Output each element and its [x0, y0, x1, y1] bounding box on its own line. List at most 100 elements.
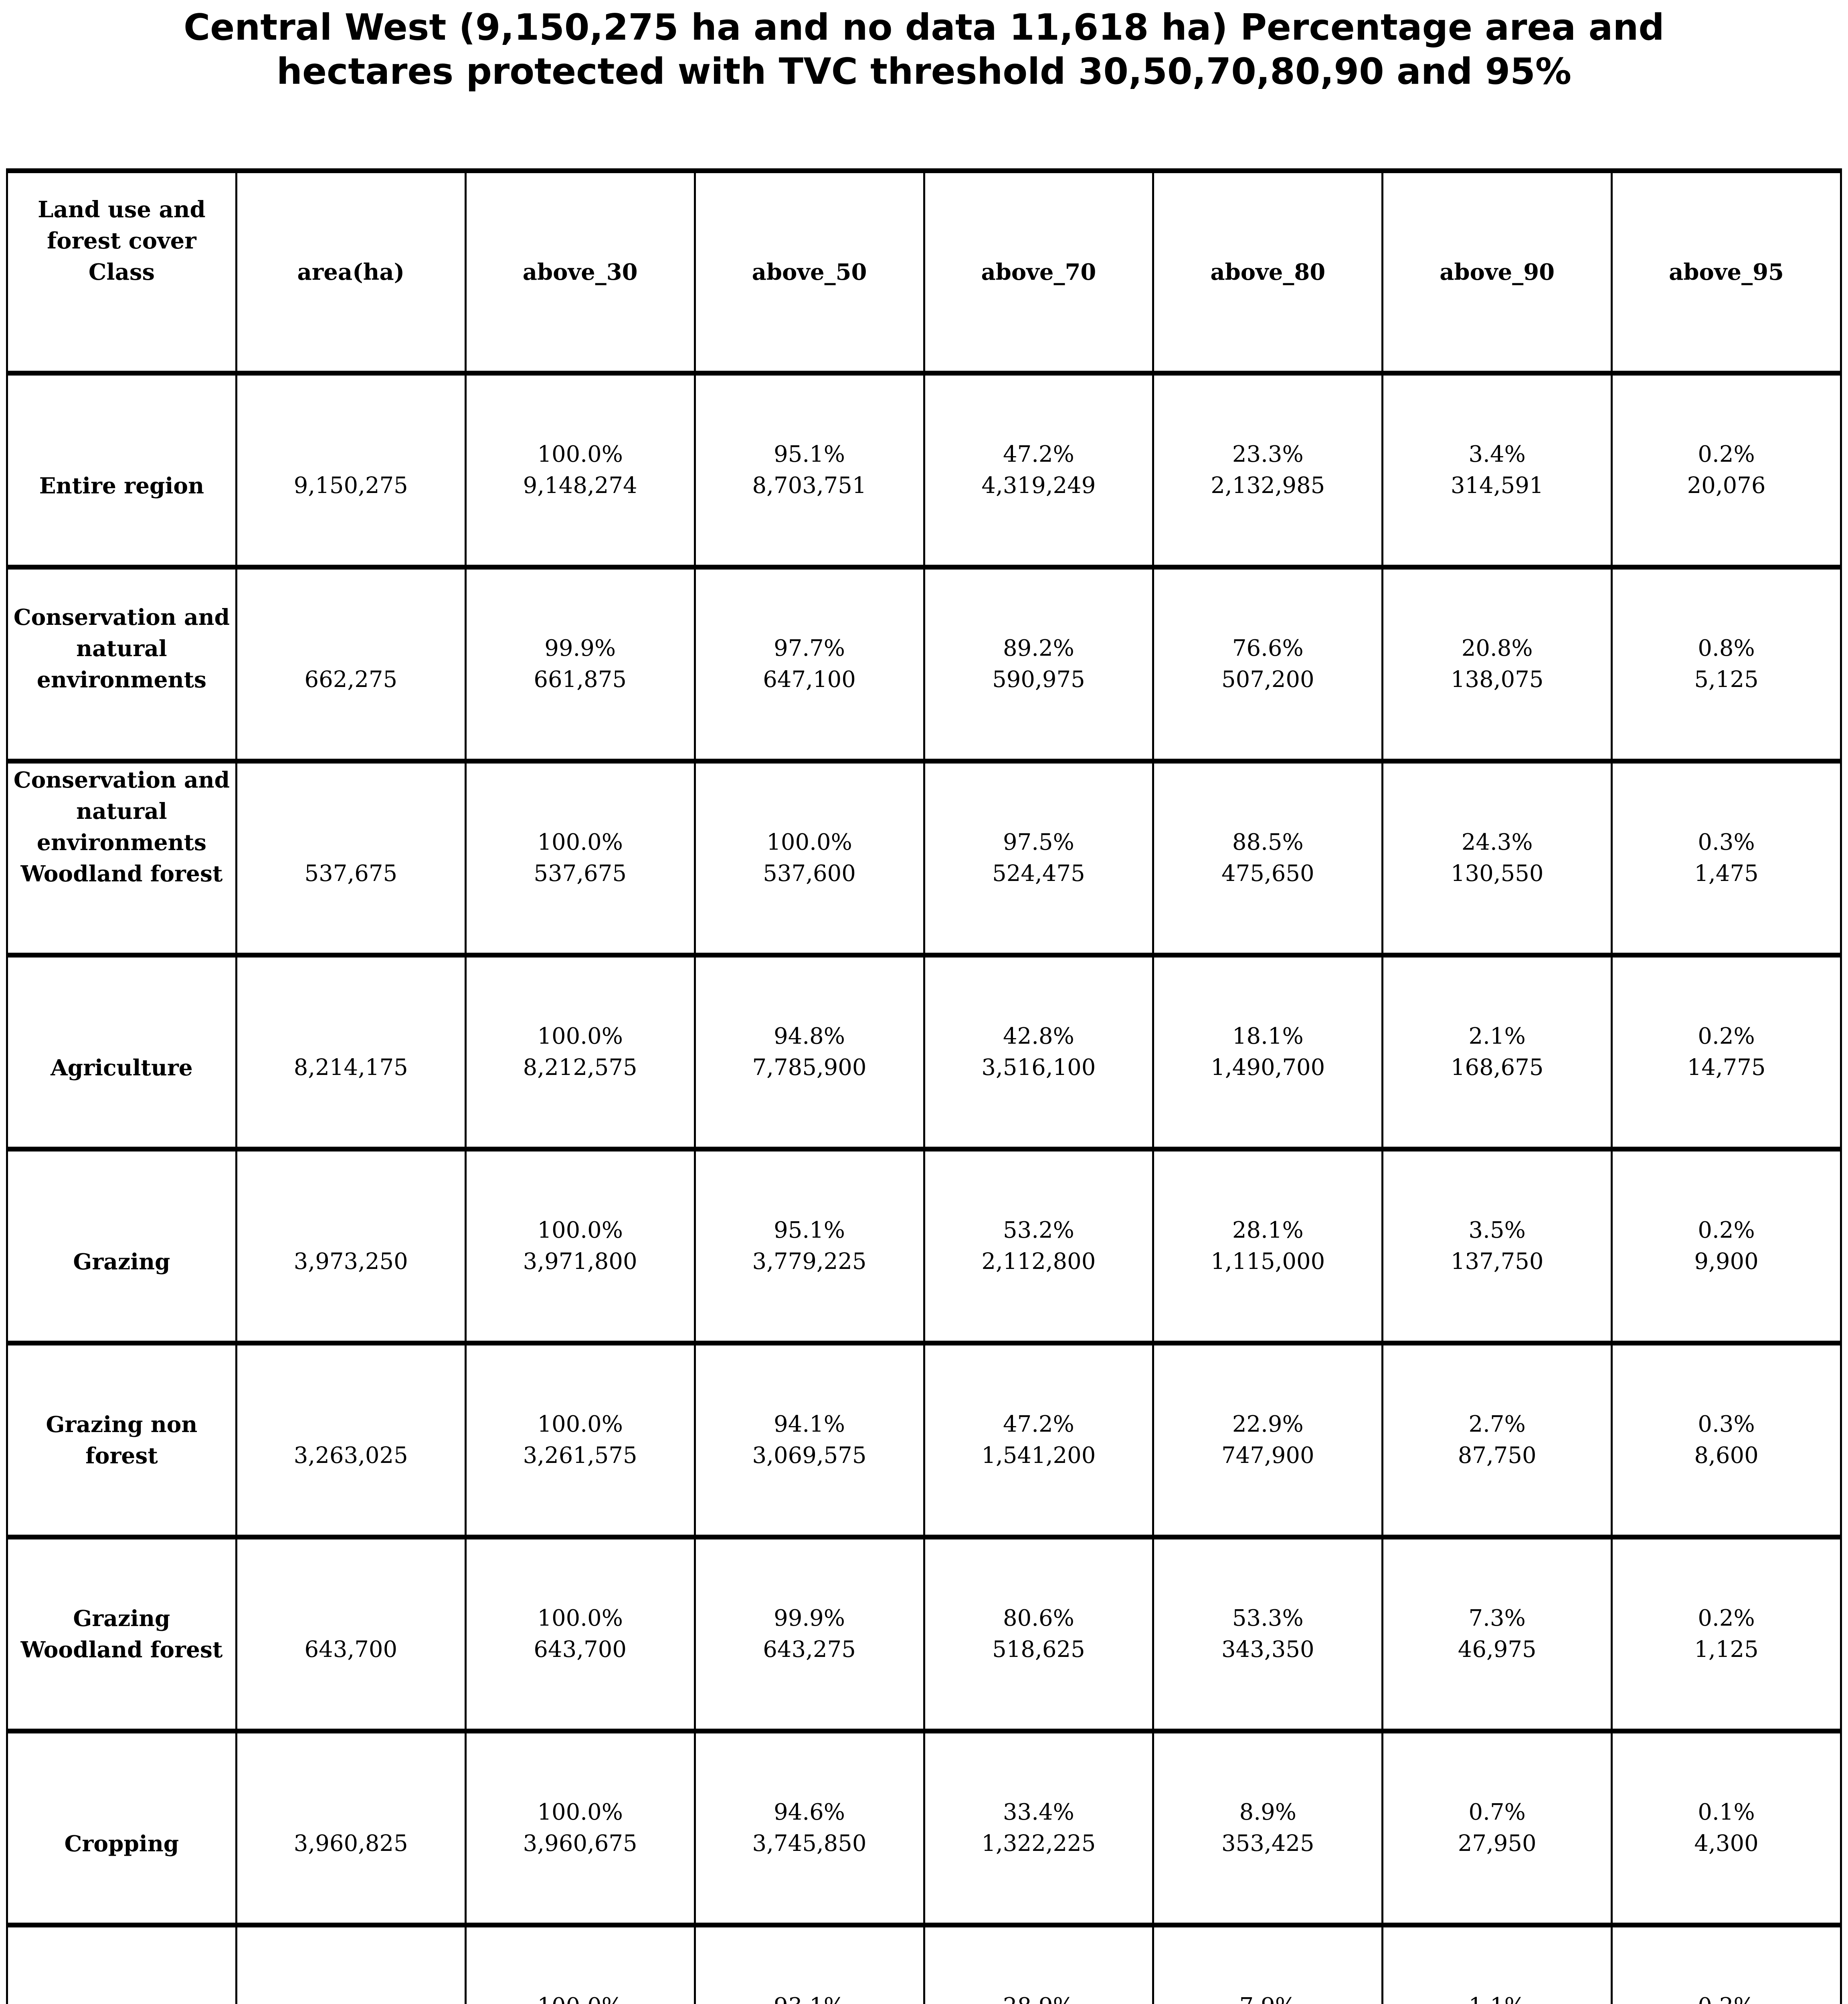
table-wrap: Land use and forest cover Class area(ha)… — [6, 168, 1842, 2004]
area-value: 662,275 — [304, 667, 398, 693]
ha-value: 20,076 — [1687, 473, 1766, 499]
data-table: Land use and forest cover Class area(ha)… — [6, 168, 1842, 2004]
value-cell: 3.4% 314,591 — [1381, 373, 1613, 567]
pct-value: 0.2% — [1698, 1217, 1755, 1243]
pct-value: 0.8% — [1698, 635, 1755, 661]
ha-value: 130,550 — [1450, 861, 1544, 887]
value-cell: 99.9% 661,875 — [464, 567, 696, 761]
value-cell: 100.0% 3,960,675 — [464, 1731, 696, 1925]
pct-value: 53.2% — [1003, 1217, 1074, 1243]
value-cell: 2.7% 87,750 — [1381, 1343, 1613, 1537]
pct-value: 28.9% — [926, 1991, 1151, 2004]
value-cell: 22.9% 747,900 — [1152, 1343, 1384, 1537]
table-header-row: Land use and forest cover Class area(ha)… — [6, 171, 1842, 373]
class-label: Cropping — [64, 1830, 179, 1857]
value-cell: 100.0% 537,600 — [694, 761, 925, 955]
ha-value: 137,750 — [1450, 1248, 1544, 1275]
value-cell: 76.6% 507,200 — [1152, 567, 1384, 761]
ha-value: 537,675 — [534, 861, 627, 887]
table-row: Conservation and natural environments 662… — [6, 567, 1842, 761]
title-line-1: Central West (9,150,275 ha and no data 1… — [184, 6, 1664, 48]
pct-value: 0.3% — [1698, 829, 1755, 855]
ha-value: 1,125 — [1694, 1636, 1759, 1663]
area-cell: 3,973,250 — [235, 1149, 467, 1343]
ha-value: 3,069,575 — [752, 1442, 867, 1469]
ha-value: 2,112,800 — [981, 1248, 1096, 1275]
value-cell: 0.3% 1,475 — [1611, 761, 1842, 955]
pct-value: 0.7% — [1468, 1799, 1526, 1825]
value-cell: 28.1% 1,115,000 — [1152, 1149, 1384, 1343]
area-value: 9,150,275 — [293, 473, 408, 499]
value-cell: 0.3% 8,600 — [1611, 1343, 1842, 1537]
page-title: Central West (9,150,275 ha and no data 1… — [0, 0, 1848, 94]
ha-value: 590,975 — [992, 667, 1085, 693]
value-cell: 100.0% 643,700 — [464, 1537, 696, 1731]
pct-value: 95.1% — [774, 441, 845, 467]
pct-value: 3.4% — [1468, 441, 1526, 467]
ha-value: 27,950 — [1458, 1830, 1537, 1857]
value-cell: 1.1%2,975 — [1381, 1925, 1613, 2004]
value-cell: 18.1% 1,490,700 — [1152, 955, 1384, 1149]
table-row: Grazing non forest 3,263,025 100.0% 3,261,5… — [6, 1343, 1842, 1537]
ha-value: 314,591 — [1450, 473, 1544, 499]
value-cell: 0.7% 27,950 — [1381, 1731, 1613, 1925]
column-header-above-50: above_50 — [694, 171, 925, 373]
pct-value: 100.0% — [537, 1023, 623, 1049]
ha-value: 9,900 — [1694, 1248, 1759, 1275]
area-value: 3,960,825 — [293, 1830, 408, 1857]
value-cell: 20.8% 138,075 — [1381, 567, 1613, 761]
value-cell: 8.9% 353,425 — [1152, 1731, 1384, 1925]
value-cell: 24.3% 130,550 — [1381, 761, 1613, 955]
value-cell: 100.0%279,475 — [464, 1925, 696, 2004]
pct-value: 47.2% — [1003, 1411, 1074, 1437]
area-cell: 3,263,025 — [235, 1343, 467, 1537]
ha-value: 3,261,575 — [523, 1442, 637, 1469]
value-cell: 53.3% 343,350 — [1152, 1537, 1384, 1731]
pct-value: 0.2% — [1698, 1605, 1755, 1631]
ha-value: 353,425 — [1221, 1830, 1314, 1857]
pct-value: 100.0% — [537, 441, 623, 467]
value-cell: 100.0% 3,261,575 — [464, 1343, 696, 1537]
ha-value: 4,300 — [1694, 1830, 1759, 1857]
pct-value: 88.5% — [1232, 829, 1304, 855]
value-cell: 94.6% 3,745,850 — [694, 1731, 925, 1925]
ha-value: 647,100 — [763, 667, 856, 693]
table-row: Agriculture 8,214,175 100.0% 8,212,575 94.8%… — [6, 955, 1842, 1149]
ha-value: 747,900 — [1221, 1442, 1314, 1469]
column-header-above-80: above_80 — [1152, 171, 1384, 373]
pct-value: 3.5% — [1468, 1217, 1526, 1243]
pct-value: 93.1% — [697, 1991, 922, 2004]
pct-value: 100.0% — [537, 1799, 623, 1825]
class-cell: Irrigation — [6, 1925, 237, 2004]
area-value: 3,263,025 — [293, 1442, 408, 1469]
pct-value: 100.0% — [766, 829, 852, 855]
column-header-area: area(ha) — [235, 171, 467, 373]
ha-value: 343,350 — [1221, 1636, 1314, 1663]
pct-value: 0.2% — [1698, 1023, 1755, 1049]
pct-value: 0.2% — [1698, 441, 1755, 467]
value-cell: 88.5% 475,650 — [1152, 761, 1384, 955]
ha-value: 1,322,225 — [981, 1830, 1096, 1857]
value-cell: 53.2% 2,112,800 — [923, 1149, 1154, 1343]
class-label: Grazing Woodland forest — [20, 1605, 223, 1663]
table-body: Entire region 9,150,275 100.0% 9,148,274 95.… — [6, 373, 1842, 2004]
ha-value: 1,490,700 — [1211, 1055, 1325, 1081]
value-cell: 100.0% 537,675 — [464, 761, 696, 955]
column-header-above-70: above_70 — [923, 171, 1154, 373]
pct-value: 23.3% — [1232, 441, 1304, 467]
value-cell: 0.1% 4,300 — [1611, 1731, 1842, 1925]
value-cell: 95.1% 3,779,225 — [694, 1149, 925, 1343]
table-row: Irrigation279,475100.0%279,47593.1%260,2… — [6, 1925, 1842, 2004]
class-label: Entire region — [39, 473, 204, 499]
ha-value: 475,650 — [1221, 861, 1314, 887]
area-value: 537,675 — [304, 861, 398, 887]
ha-value: 138,075 — [1450, 667, 1544, 693]
value-cell: 89.2% 590,975 — [923, 567, 1154, 761]
class-cell: Agriculture — [6, 955, 237, 1149]
area-cell: 537,675 — [235, 761, 467, 955]
pct-value: 99.9% — [774, 1605, 845, 1631]
area-value: 643,700 — [304, 1636, 398, 1663]
pct-value: 18.1% — [1232, 1023, 1304, 1049]
pct-value: 97.5% — [1003, 829, 1074, 855]
ha-value: 1,475 — [1694, 861, 1759, 887]
